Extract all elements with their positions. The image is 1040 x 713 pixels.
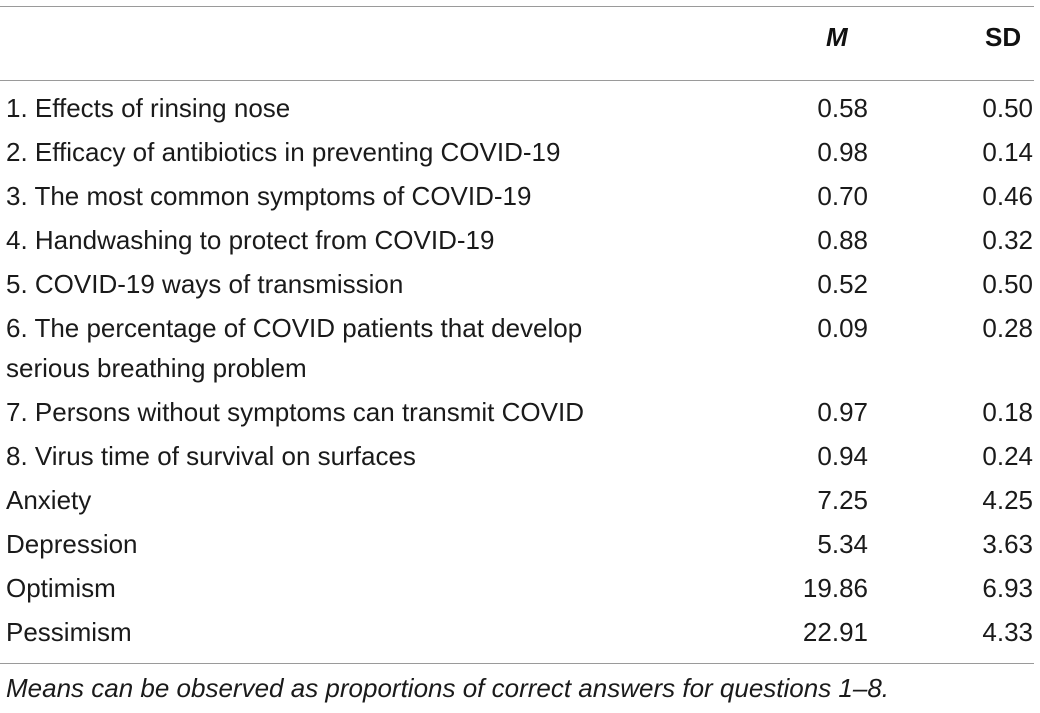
- table-header-rule: [0, 80, 1034, 81]
- table-row: 6. The percentage of COVID patients that…: [0, 300, 1040, 384]
- row-sd: 0.50: [982, 269, 1033, 299]
- row-mean: 0.70: [817, 181, 868, 211]
- row-label: 1. Effects of rinsing nose: [6, 93, 291, 123]
- row-sd: 3.63: [982, 529, 1033, 559]
- row-mean: 0.09: [817, 313, 868, 343]
- row-mean: 5.34: [817, 529, 868, 559]
- row-label: 2. Efficacy of antibiotics in preventing…: [6, 137, 561, 167]
- table-row: 2. Efficacy of antibiotics in preventing…: [0, 124, 1040, 168]
- row-mean: 0.97: [817, 397, 868, 427]
- row-sd: 0.14: [982, 137, 1033, 167]
- row-label: 7. Persons without symptoms can transmit…: [6, 397, 584, 427]
- row-label: 3. The most common symptoms of COVID-19: [6, 181, 532, 211]
- row-label: Pessimism: [6, 617, 132, 647]
- table-row: Pessimism 22.91 4.33: [0, 604, 1040, 648]
- table-body: 1. Effects of rinsing nose 0.58 0.50 2. Eff…: [0, 80, 1040, 648]
- row-mean: 22.91: [802, 617, 868, 647]
- row-label: Depression: [6, 529, 138, 559]
- table-row: 4. Handwashing to protect from COVID-19 0…: [0, 212, 1040, 256]
- table-row: Optimism 19.86 6.93: [0, 560, 1040, 604]
- row-sd: 0.28: [982, 313, 1033, 343]
- row-sd: 4.33: [982, 617, 1033, 647]
- table-row: Depression 5.34 3.63: [0, 516, 1040, 560]
- row-sd: 0.50: [982, 93, 1033, 123]
- row-sd: 4.25: [982, 485, 1033, 515]
- row-mean: 0.94: [817, 441, 868, 471]
- row-sd: 0.18: [982, 397, 1033, 427]
- row-label: 8. Virus time of survival on surfaces: [6, 441, 416, 471]
- table-top-rule: [0, 6, 1034, 7]
- row-sd: 0.24: [982, 441, 1033, 471]
- row-sd: 6.93: [982, 573, 1033, 603]
- row-mean: 0.58: [817, 93, 868, 123]
- row-mean: 7.25: [817, 485, 868, 515]
- table-bottom-rule: [0, 663, 1034, 664]
- row-label: 5. COVID-19 ways of transmission: [6, 269, 404, 299]
- row-mean: 0.52: [817, 269, 868, 299]
- row-label: 6. The percentage of COVID patients that…: [6, 313, 583, 383]
- row-label: Optimism: [6, 573, 116, 603]
- header-sd: SD: [985, 22, 1022, 52]
- table-footnote: Means can be observed as proportions of …: [6, 673, 890, 703]
- header-mean: M: [826, 22, 848, 52]
- row-label: 4. Handwashing to protect from COVID-19: [6, 225, 495, 255]
- table-row: 5. COVID-19 ways of transmission 0.52 0.50: [0, 256, 1040, 300]
- table-row: 7. Persons without symptoms can transmit…: [0, 384, 1040, 428]
- row-mean: 19.86: [802, 573, 868, 603]
- row-label: Anxiety: [6, 485, 92, 515]
- table-row: 3. The most common symptoms of COVID-19 0…: [0, 168, 1040, 212]
- table-row: 8. Virus time of survival on surfaces 0.9…: [0, 428, 1040, 472]
- row-mean: 0.88: [817, 225, 868, 255]
- row-sd: 0.32: [982, 225, 1033, 255]
- table-row: 1. Effects of rinsing nose 0.58 0.50: [0, 80, 1040, 124]
- row-sd: 0.46: [982, 181, 1033, 211]
- row-mean: 0.98: [817, 137, 868, 167]
- table-row: Anxiety 7.25 4.25: [0, 472, 1040, 516]
